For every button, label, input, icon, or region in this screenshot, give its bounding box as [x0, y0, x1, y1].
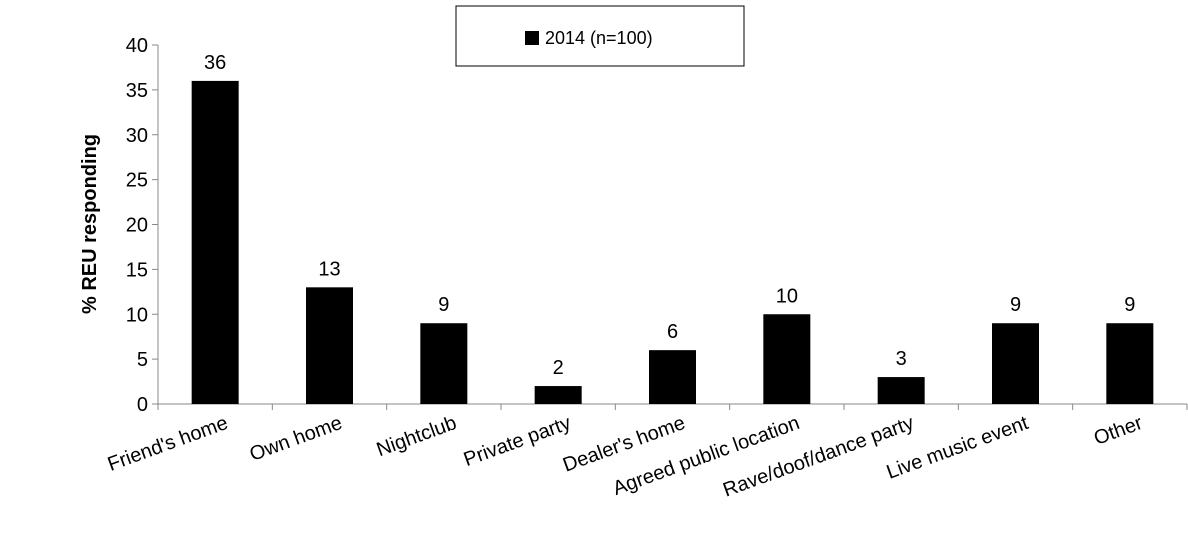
data-label: 3 — [896, 348, 907, 370]
y-tick-label: 40 — [126, 35, 148, 57]
bar — [191, 80, 239, 405]
y-tick-label: 20 — [126, 215, 148, 237]
bar — [877, 377, 925, 404]
x-category-label: Friend's home — [105, 412, 231, 476]
y-tick-label: 25 — [126, 170, 148, 192]
x-category-label: Private party — [461, 412, 574, 471]
data-label: 9 — [438, 294, 449, 316]
y-tick-label: 15 — [126, 259, 148, 281]
y-axis: 0 5 10 15 20 25 30 35 40 — [126, 35, 159, 416]
y-tick-label: 10 — [126, 304, 148, 326]
data-label: 36 — [204, 52, 226, 74]
data-label: 9 — [1010, 294, 1021, 316]
x-axis: Friend's home Own home Nightclub Private pa… — [105, 403, 1188, 502]
legend: 2014 (n=100) — [455, 5, 745, 67]
bar — [420, 323, 468, 404]
bar — [992, 323, 1039, 404]
bar — [763, 314, 811, 404]
bar — [1106, 323, 1154, 404]
data-label: 6 — [667, 321, 678, 343]
y-tick-label: 0 — [137, 394, 148, 416]
bar — [534, 386, 582, 404]
data-label: 9 — [1124, 294, 1135, 316]
x-category-label: Nightclub — [374, 412, 460, 461]
bars: 36 13 9 2 6 10 3 9 9 — [191, 52, 1154, 405]
x-category-label: Other — [1091, 412, 1146, 450]
x-category-label: Agreed public location — [610, 412, 802, 500]
legend-box — [455, 5, 745, 67]
legend-swatch — [525, 31, 539, 45]
y-tick-label: 5 — [137, 349, 148, 371]
y-tick-label: 35 — [126, 80, 148, 102]
data-label: 10 — [776, 285, 798, 307]
data-label: 2 — [553, 357, 564, 379]
legend-label: 2014 (n=100) — [545, 28, 653, 48]
bar — [306, 287, 353, 404]
x-category-label: Rave/doof/dance party — [720, 412, 917, 502]
data-label: 13 — [318, 258, 340, 280]
bar — [649, 350, 696, 404]
y-axis-title: % REU responding — [79, 134, 101, 314]
x-category-label: Own home — [247, 412, 345, 466]
y-tick-label: 30 — [126, 125, 148, 147]
